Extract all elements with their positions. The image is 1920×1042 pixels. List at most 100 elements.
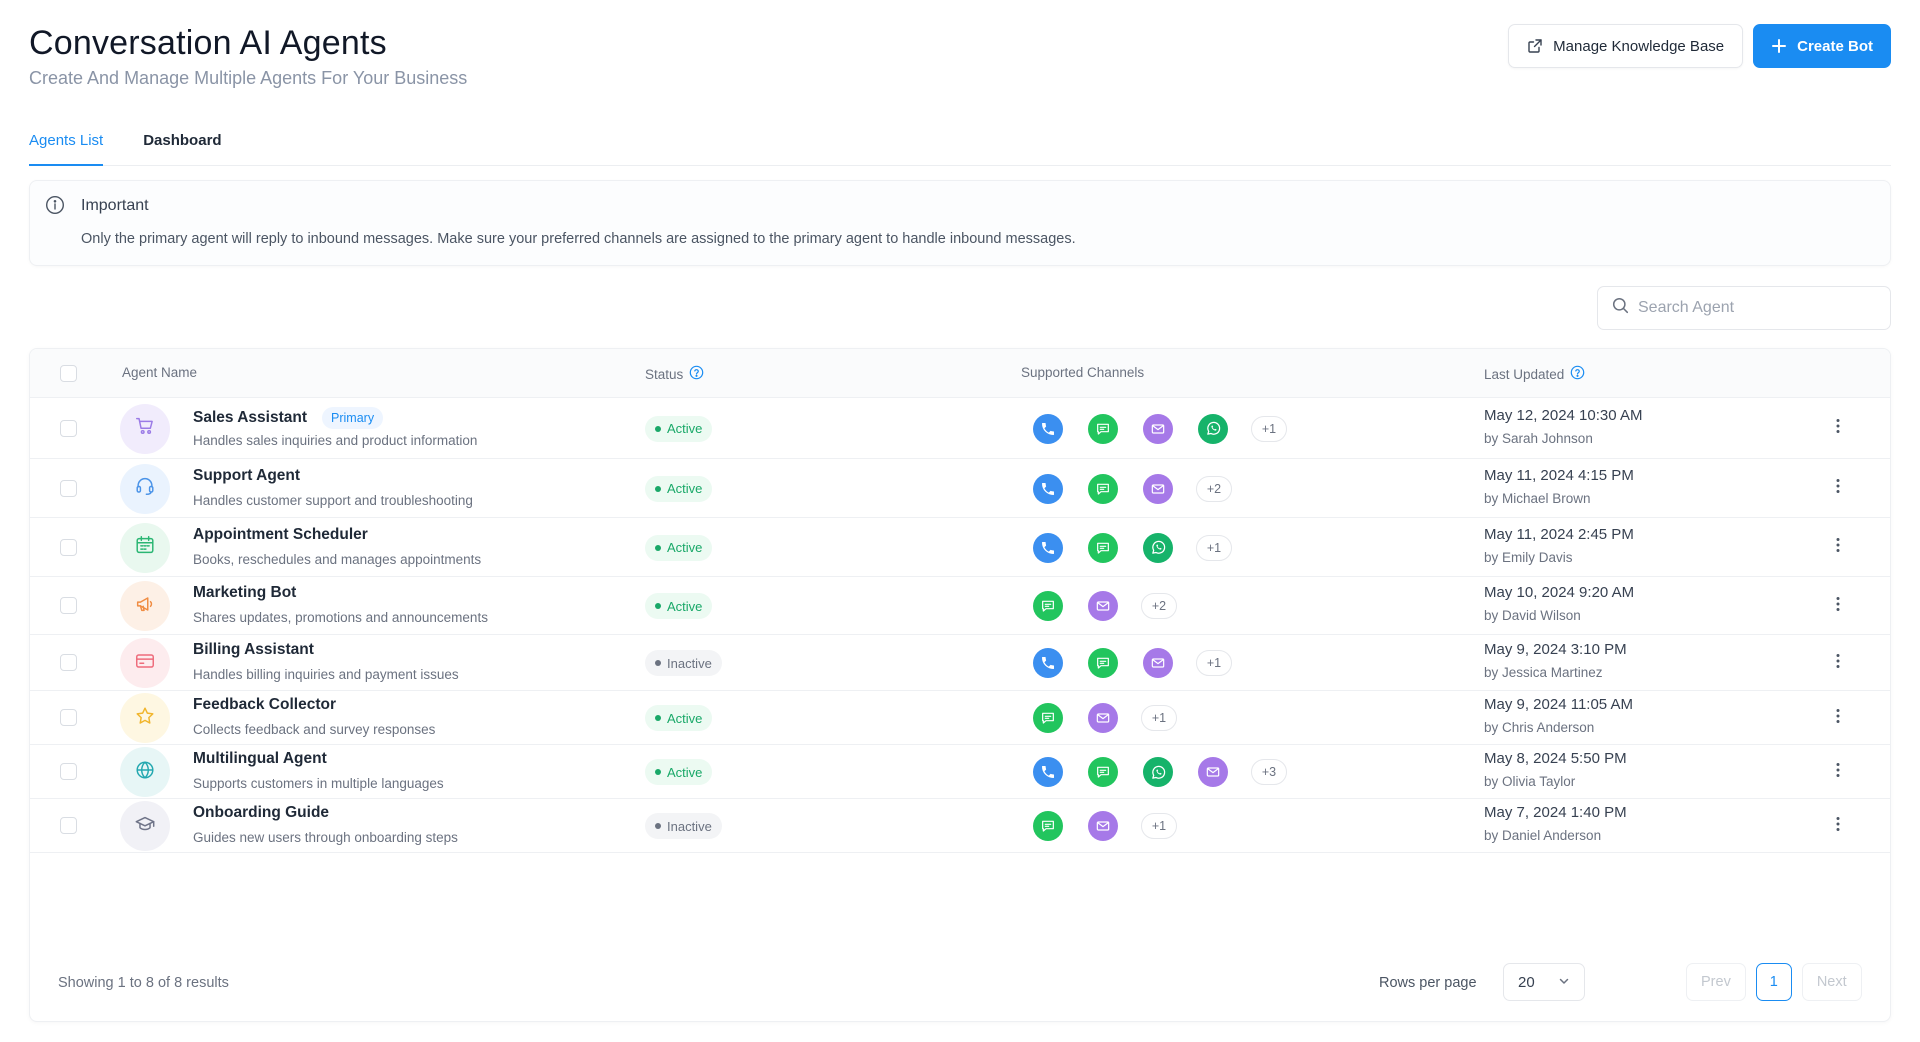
table-row[interactable]: Support Agent Handles customer support an… (30, 459, 1890, 518)
search-icon (1612, 297, 1629, 319)
more-vertical-icon (1836, 478, 1840, 499)
column-channels-label: Supported Channels (1021, 365, 1145, 380)
agent-name-label: Support Agent (193, 466, 301, 484)
email-channel-icon (1143, 413, 1173, 444)
status-label: Active (667, 764, 703, 780)
row-checkbox[interactable] (60, 654, 77, 671)
help-icon[interactable] (689, 365, 704, 383)
prev-page-button[interactable]: Prev (1686, 963, 1746, 1001)
row-actions-button[interactable] (1828, 651, 1848, 675)
tab-dashboard[interactable]: Dashboard (143, 132, 222, 149)
agent-avatar (120, 747, 170, 797)
more-channels-badge[interactable]: +1 (1196, 534, 1232, 561)
search-box (1597, 286, 1891, 330)
table-row[interactable]: Onboarding Guide Guides new users through… (30, 799, 1890, 853)
row-actions-button[interactable] (1828, 706, 1848, 730)
row-checkbox[interactable] (60, 817, 77, 834)
row-actions-button[interactable] (1828, 477, 1848, 501)
page-1-button[interactable]: 1 (1755, 963, 1792, 1001)
agent-avatar (120, 463, 170, 514)
row-checkbox[interactable] (60, 709, 77, 726)
agent-name[interactable]: Billing Assistant (193, 641, 314, 659)
status-badge: Active (645, 475, 713, 502)
agent-description: Shares updates, promotions and announcem… (193, 610, 488, 625)
phone-channel-icon (1033, 473, 1063, 504)
status-dot-icon (655, 603, 661, 609)
more-channels-badge[interactable]: +2 (1196, 475, 1232, 502)
help-icon[interactable] (1570, 365, 1585, 383)
row-actions-button[interactable] (1828, 814, 1848, 838)
table-row[interactable]: Billing Assistant Handles billing inquiri… (30, 635, 1890, 691)
status-label: Active (667, 710, 703, 726)
search-input[interactable] (1638, 299, 1878, 317)
row-actions-button[interactable] (1828, 417, 1848, 441)
create-bot-label: Create Bot (1797, 37, 1873, 55)
last-updated-date: May 12, 2024 10:30 AM (1484, 406, 1643, 424)
agent-name[interactable]: Support Agent (193, 467, 300, 485)
more-channels-badge[interactable]: +1 (1141, 813, 1177, 839)
more-channels-badge[interactable]: +1 (1196, 650, 1232, 676)
supported-channels: +1 (1033, 703, 1177, 733)
more-vertical-icon (1836, 537, 1840, 558)
more-vertical-icon (1836, 708, 1840, 729)
cart-icon (134, 415, 156, 442)
email-channel-icon (1088, 591, 1118, 621)
last-updated-date: May 11, 2024 4:15 PM (1484, 466, 1634, 484)
row-checkbox[interactable] (60, 763, 77, 780)
supported-channels: +3 (1033, 757, 1287, 787)
more-vertical-icon (1836, 653, 1840, 674)
agent-name[interactable]: Sales Assistant Primary (193, 406, 384, 429)
row-checkbox[interactable] (60, 419, 77, 437)
status-label: Active (667, 421, 703, 436)
agent-name[interactable]: Onboarding Guide (193, 804, 329, 822)
agent-avatar (120, 638, 170, 688)
agent-name[interactable]: Feedback Collector (193, 696, 336, 714)
graduation-cap-icon (134, 813, 156, 840)
agent-description: Collects feedback and survey responses (193, 722, 436, 737)
next-page-button[interactable]: Next (1801, 963, 1862, 1001)
row-actions-button[interactable] (1828, 594, 1848, 618)
row-checkbox[interactable] (60, 538, 77, 556)
agent-name[interactable]: Multilingual Agent (193, 750, 327, 768)
status-label: Inactive (667, 655, 712, 671)
create-bot-button[interactable]: Create Bot (1753, 24, 1891, 68)
tabs: Agents List Dashboard (29, 118, 1891, 166)
table-row[interactable]: Sales Assistant Primary Handles sales inqu… (30, 398, 1890, 459)
more-channels-badge[interactable]: +2 (1141, 593, 1177, 619)
manage-knowledge-base-label: Manage Knowledge Base (1553, 37, 1725, 55)
row-checkbox[interactable] (60, 479, 77, 497)
row-actions-button[interactable] (1828, 536, 1848, 560)
column-last-updated: Last Updated (1484, 365, 1585, 383)
last-updated-by: by Olivia Taylor (1484, 774, 1576, 789)
more-channels-badge[interactable]: +3 (1251, 759, 1287, 785)
agent-avatar (120, 403, 170, 454)
manage-knowledge-base-button[interactable]: Manage Knowledge Base (1508, 24, 1744, 68)
header-actions: Manage Knowledge Base Create Bot (1508, 24, 1891, 68)
agent-name-label: Billing Assistant (193, 641, 314, 658)
rows-per-page-select[interactable]: 20 (1503, 963, 1585, 1001)
select-all-checkbox[interactable] (60, 365, 77, 382)
agent-description: Handles billing inquiries and payment is… (193, 667, 459, 682)
row-actions-button[interactable] (1828, 760, 1848, 784)
supported-channels: +1 (1033, 532, 1232, 563)
tab-agents-list[interactable]: Agents List (29, 118, 104, 166)
last-updated-date: May 7, 2024 1:40 PM (1484, 804, 1627, 821)
email-channel-icon (1088, 811, 1118, 841)
row-checkbox[interactable] (60, 597, 77, 614)
agent-name[interactable]: Appointment Scheduler (193, 526, 368, 544)
agent-name-label: Feedback Collector (193, 696, 336, 713)
important-notice: Important Only the primary agent will re… (29, 180, 1891, 266)
table-row[interactable]: Feedback Collector Collects feedback and … (30, 691, 1890, 745)
table-row[interactable]: Multilingual Agent Supports customers in … (30, 745, 1890, 799)
agent-name[interactable]: Marketing Bot (193, 584, 296, 602)
table-row[interactable]: Marketing Bot Shares updates, promotions … (30, 577, 1890, 635)
more-channels-badge[interactable]: +1 (1141, 705, 1177, 731)
table-row[interactable]: Appointment Scheduler Books, reschedules … (30, 518, 1890, 577)
status-label: Active (667, 481, 703, 496)
more-channels-badge[interactable]: +1 (1251, 415, 1287, 442)
chat-channel-icon (1033, 703, 1063, 733)
status-badge: Active (645, 534, 713, 561)
more-vertical-icon (1836, 596, 1840, 617)
last-updated-by: by David Wilson (1484, 608, 1581, 623)
